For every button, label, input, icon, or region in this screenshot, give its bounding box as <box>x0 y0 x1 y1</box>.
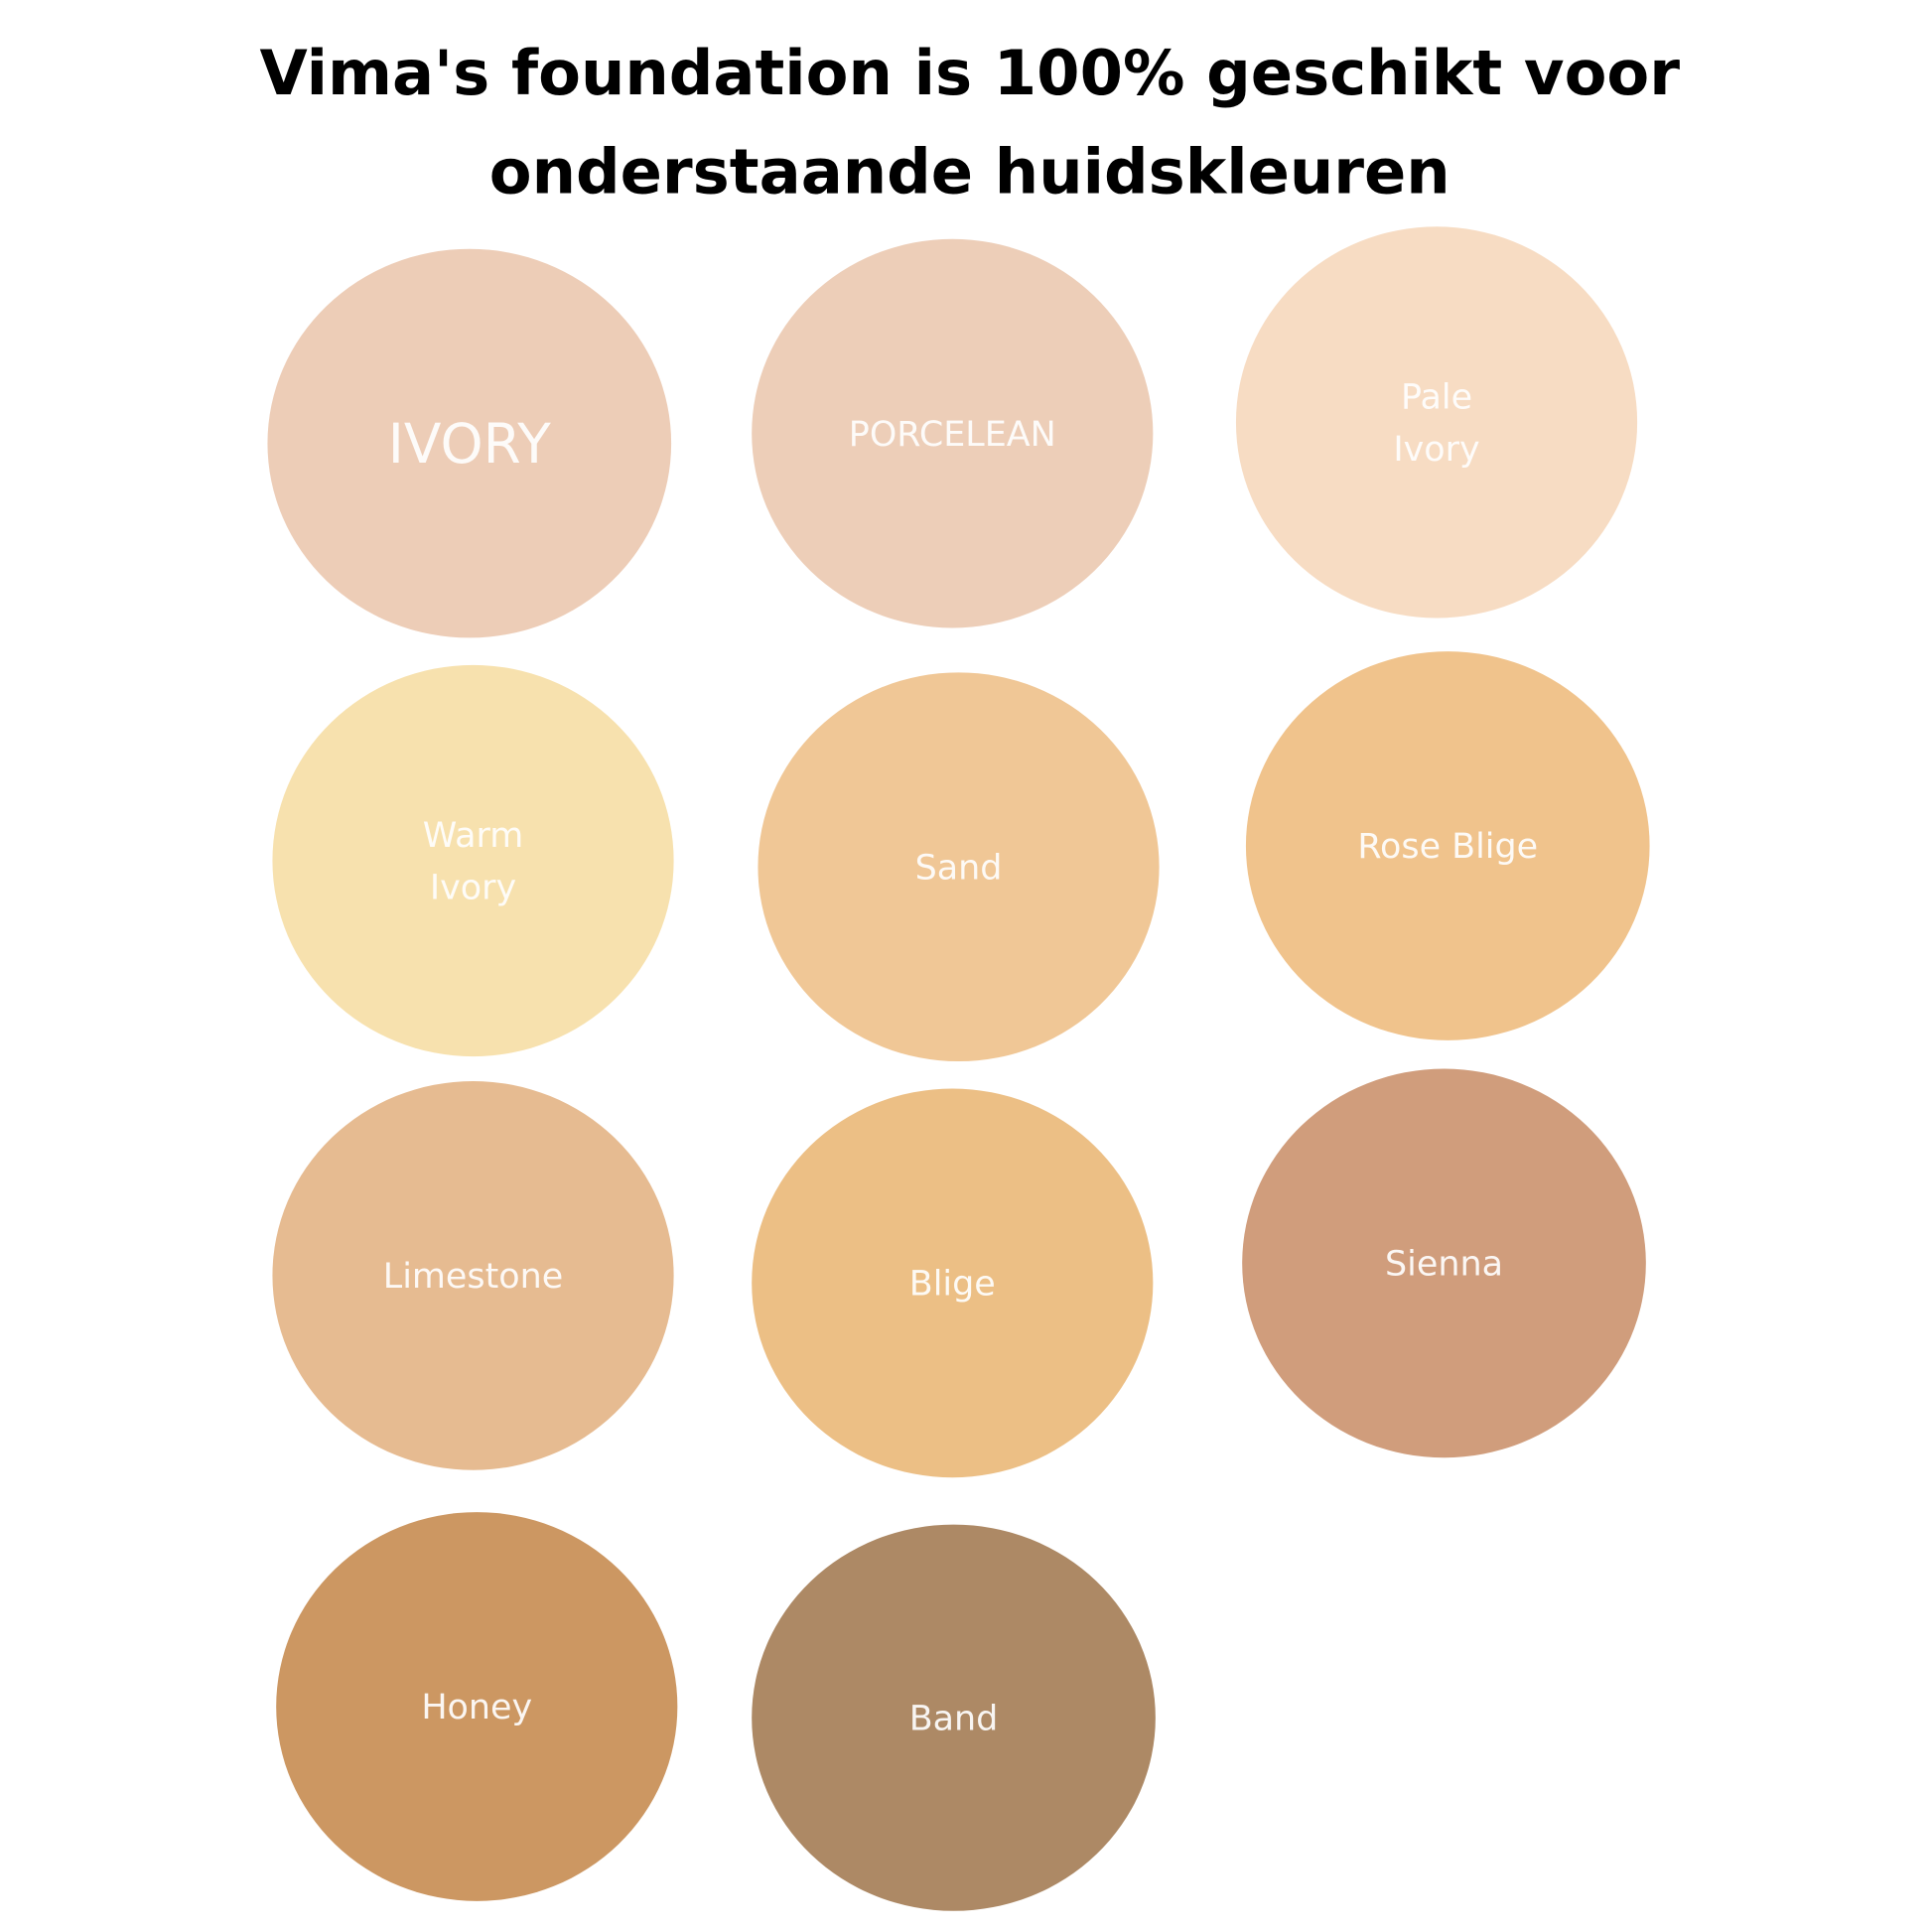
swatch: PORCELEAN <box>752 238 1154 628</box>
swatch-label: Warm <box>423 816 523 856</box>
swatch-label: Ivory <box>430 868 516 907</box>
swatch-circle <box>267 248 672 638</box>
swatch-circle <box>752 1524 1156 1911</box>
swatch: Band <box>752 1524 1156 1911</box>
swatch-grid: IVORY PORCELEAN Pale Ivory Warm Ivory Sand Rose… <box>267 226 1650 1911</box>
swatch-label: Ivory <box>1393 430 1479 470</box>
swatch-circle <box>1242 1068 1646 1458</box>
swatch-label: Blige <box>909 1265 996 1305</box>
swatch: Pale Ivory <box>1235 226 1638 619</box>
swatch: Honey <box>276 1512 678 1901</box>
swatch: IVORY <box>267 248 672 638</box>
swatch-circle <box>752 238 1154 628</box>
swatch: Blige <box>752 1088 1154 1478</box>
swatch-label: PORCELEAN <box>849 415 1056 455</box>
swatch: Limestone <box>272 1081 674 1470</box>
swatch-circle <box>276 1512 678 1901</box>
swatch: Rose Blige <box>1245 651 1650 1040</box>
title-line-2: onderstaande huidskleuren <box>489 136 1450 208</box>
swatch-circle <box>758 672 1160 1062</box>
swatch-circle <box>752 1088 1154 1478</box>
swatch-label: Sand <box>915 848 1003 888</box>
swatch-label: Band <box>909 1699 999 1738</box>
swatch-circle <box>1235 226 1638 619</box>
swatch-circle <box>1245 651 1650 1040</box>
swatch: Sienna <box>1242 1068 1646 1458</box>
swatch-label: Pale <box>1401 377 1472 417</box>
swatch-circle <box>272 1081 674 1470</box>
swatch: Warm Ivory <box>272 664 674 1057</box>
swatch: Sand <box>758 672 1160 1062</box>
swatch-label: Honey <box>421 1688 532 1727</box>
swatch-label: IVORY <box>388 412 552 476</box>
swatch-circle <box>272 664 674 1057</box>
swatch-label: Rose Blige <box>1357 827 1538 867</box>
swatch-label: Limestone <box>383 1257 563 1297</box>
title-line-1: Vima's foundation is 100% geschikt voor <box>259 37 1680 109</box>
swatch-label: Sienna <box>1385 1245 1503 1285</box>
